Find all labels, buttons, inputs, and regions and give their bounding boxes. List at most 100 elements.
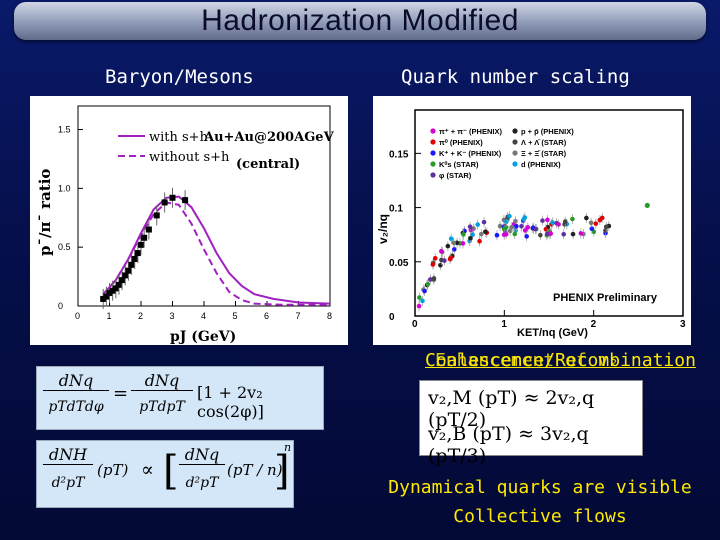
data-point (544, 231, 550, 237)
data-point (597, 217, 603, 223)
left-plot: 0 1 2 3 4 5 6 7 8 0 0.5 1.0 1.5 with s+h without s+h… (36, 105, 335, 345)
data-point (478, 231, 484, 237)
right-xtick-label: 1 (501, 319, 507, 330)
data-point (509, 224, 514, 230)
data-point (584, 215, 589, 221)
data-point (119, 277, 126, 284)
data-point (427, 277, 433, 282)
data-point (438, 262, 443, 268)
legend-marker (512, 161, 518, 167)
data-point (431, 276, 437, 281)
data-point (169, 194, 176, 201)
data-point (514, 223, 519, 229)
eq1-mid-den: pTdpT (139, 399, 185, 415)
data-point (513, 218, 518, 224)
eq2-rhs-den: d²pT (185, 475, 219, 491)
data-point (145, 226, 152, 233)
right-ytick-label: 0.05 (389, 258, 409, 269)
data-point (525, 225, 531, 230)
overlay-coalescence: Coalescence/Recombination (425, 350, 696, 371)
eq2-bracket-right: ] (274, 448, 290, 494)
data-point (416, 303, 422, 309)
title-bar: Hadronization Modified (14, 2, 706, 40)
data-point (522, 215, 528, 220)
left-xtick-label: 8 (327, 311, 332, 321)
data-point (550, 220, 555, 225)
data-point (128, 261, 135, 268)
series-without-sh (102, 201, 330, 306)
data-point (134, 250, 141, 257)
data-point (422, 288, 427, 294)
eq3-row1: v₂,M (pT) ≈ 2v₂,q (pT/2) (428, 387, 595, 431)
data-point (548, 231, 554, 236)
data-point (161, 199, 168, 206)
legend-entry: Ξ + Ξ̄ (STAR) (521, 149, 567, 158)
eq2-lhs-den: d²pT (51, 475, 85, 491)
legend-entry: Λ + Λ̄ (STAR) (521, 138, 567, 147)
data-point (538, 232, 543, 238)
legend-entry: K⁺ + K⁻ (PHENIX) (439, 149, 502, 158)
data-point (570, 231, 576, 237)
eq1-bracket: [1 + 2v₂ cos(2φ)] (197, 383, 264, 421)
legend-entry: p + p̄ (PHENIX) (521, 127, 574, 136)
data-point (524, 234, 529, 239)
data-point (533, 226, 538, 232)
data-point (460, 241, 466, 246)
right-plot-panel: 0 1 2 3 0 0.05 0.1 0.15 π⁺ + π⁻ (PHENIX) p + p̄ … (373, 96, 691, 345)
data-point (454, 240, 460, 246)
data-point (138, 241, 144, 248)
right-label: Quark number scaling (401, 66, 630, 88)
data-point (561, 231, 567, 237)
data-point (432, 255, 438, 261)
legend-entry: π⁰ (PHENIX) (439, 138, 483, 147)
data-point (507, 213, 512, 219)
right-ytick-label: 0.15 (389, 149, 409, 160)
data-point (131, 255, 138, 262)
annotation-system: Au+Au@200AGeV (203, 130, 335, 145)
right-data-points (416, 202, 650, 312)
eq2-prop: ∝ (141, 459, 154, 481)
data-point (420, 298, 425, 304)
legend-marker (430, 150, 436, 156)
data-point (540, 218, 545, 223)
overlay-enhancement: Enhancement of v₂ (435, 350, 620, 371)
left-xtick-label: 2 (138, 311, 143, 321)
data-point (483, 229, 488, 235)
left-plot-panel: 0 1 2 3 4 5 6 7 8 0 0.5 1.0 1.5 with s+h without s+h… (30, 96, 348, 345)
left-xlabel: pJ (GeV) (170, 329, 236, 345)
data-point (417, 295, 422, 300)
right-ytick-label: 0 (389, 312, 395, 323)
data-point (494, 232, 500, 238)
left-xtick-label: 3 (170, 311, 175, 321)
caption-collective-flows: Collective flows (453, 506, 627, 527)
data-point (501, 226, 507, 232)
caption-dynamical-quarks: Dynamical quarks are visible (388, 477, 692, 498)
right-plot-axes: 0 1 2 3 0 0.05 0.1 0.15 (389, 109, 686, 330)
data-point (115, 281, 122, 288)
data-point (470, 232, 475, 238)
left-ytick-label: 1.5 (58, 125, 71, 135)
data-point (451, 240, 457, 246)
data-point (477, 238, 482, 244)
data-point (578, 231, 584, 236)
equation-box-3: v₂,M (pT) ≈ 2v₂,q (pT/2) v₂,B (pT) ≈ 3v₂… (419, 380, 643, 467)
data-point (448, 236, 454, 242)
data-point (593, 221, 599, 226)
legend-marker (430, 139, 436, 145)
left-xtick-label: 4 (201, 311, 206, 321)
legend-entry: φ (STAR) (439, 171, 472, 180)
legend-entry: d (PHENIX) (521, 160, 561, 169)
legend-solid-text: with s+h (149, 130, 209, 145)
eq2-bracket-left: [ (163, 448, 179, 494)
eq3-row2: v₂,B (pT) ≈ 3v₂,q (pT/3) (428, 423, 589, 467)
data-point (100, 295, 107, 302)
right-frame (414, 109, 684, 317)
page-title: Hadronization Modified (201, 4, 519, 37)
left-ylabel: p¯/π¯ ratio (36, 169, 54, 256)
right-ylabel: v₂/nq (376, 214, 390, 244)
data-point (589, 226, 595, 232)
data-point (461, 232, 466, 237)
data-point (141, 234, 148, 241)
left-xtick-label: 6 (264, 311, 269, 321)
data-point (439, 248, 444, 254)
